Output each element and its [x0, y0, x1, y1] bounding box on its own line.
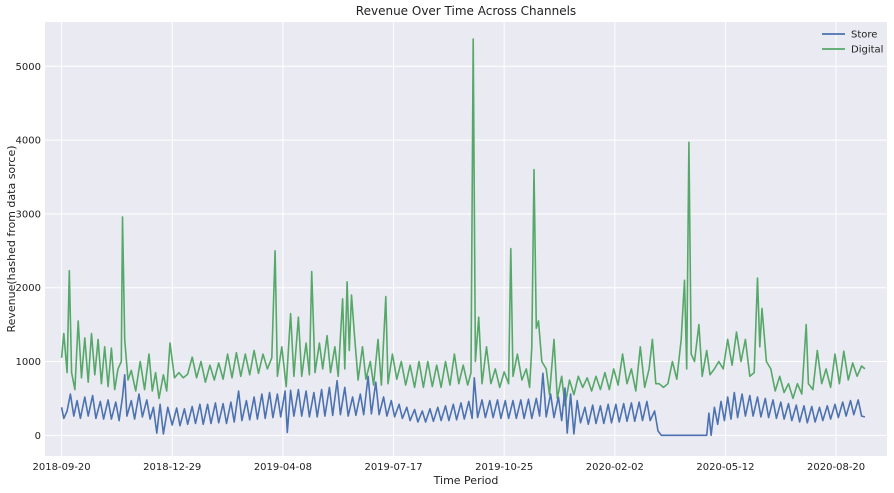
x-tick-label: 2019-07-17	[364, 462, 422, 473]
gridlines	[45, 22, 887, 456]
y-axis-label: Revenue(hashed from data sorce)	[5, 145, 18, 332]
legend-label-digital: Digital	[851, 45, 883, 56]
tick-labels: 0 1000 2000 3000 4000 5000 2018-09-20 2018-12-2…	[16, 62, 866, 473]
y-tick-label: 5000	[16, 62, 41, 73]
x-tick-label: 2020-08-20	[807, 462, 865, 473]
x-tick-label: 2018-12-29	[143, 462, 201, 473]
x-tick-label: 2020-02-02	[586, 462, 644, 473]
plot-area	[45, 22, 887, 456]
chart-title: Revenue Over Time Across Channels	[356, 4, 576, 18]
legend: Store Digital	[822, 30, 883, 56]
x-tick-label: 2019-04-08	[254, 462, 312, 473]
y-tick-label: 2000	[16, 283, 41, 294]
y-tick-label: 1000	[16, 357, 41, 368]
x-tick-label: 2018-09-20	[33, 462, 91, 473]
series-line-store	[60, 372, 866, 437]
series-lines	[60, 38, 866, 437]
x-axis-label: Time Period	[433, 474, 499, 487]
x-tick-label: 2019-10-25	[475, 462, 533, 473]
y-tick-label: 0	[35, 431, 41, 442]
y-tick-label: 4000	[16, 136, 41, 147]
x-tick-label: 2020-05-12	[696, 462, 754, 473]
series-line-digital	[60, 38, 866, 407]
legend-label-store: Store	[851, 30, 877, 41]
y-tick-label: 3000	[16, 209, 41, 220]
